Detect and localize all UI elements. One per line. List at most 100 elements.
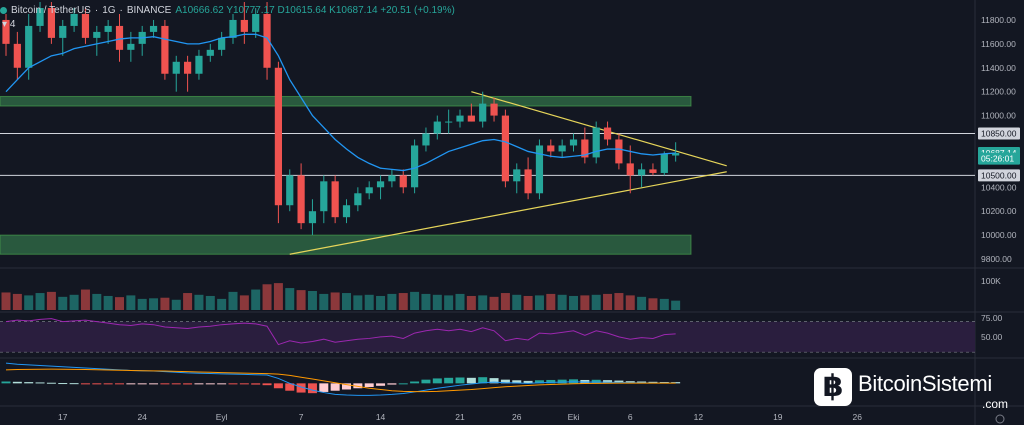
macd-histogram-bar <box>149 383 159 385</box>
time-tick-label: 26 <box>512 412 522 422</box>
volume-bar <box>262 284 272 310</box>
volume-bar <box>330 292 340 310</box>
candle-body <box>127 43 135 50</box>
candle-body <box>25 25 33 68</box>
price-label-box <box>978 127 1020 140</box>
candle-body <box>513 169 521 182</box>
macd-histogram-bar <box>478 377 488 384</box>
volume-bar <box>342 293 351 310</box>
volume-bar <box>171 299 181 310</box>
volume-bar <box>239 295 249 310</box>
candle-body <box>286 175 294 206</box>
macd-histogram-bar <box>115 383 124 385</box>
macd-histogram-bar <box>205 383 215 385</box>
macd-histogram-bar <box>376 383 386 386</box>
volume-bar <box>35 293 45 310</box>
candle-body <box>445 121 453 123</box>
time-tick-label: 6 <box>628 412 633 422</box>
volume-bar <box>126 295 136 310</box>
macd-histogram-bar <box>364 383 374 388</box>
candle-body <box>558 145 566 152</box>
macd-histogram-bar <box>353 383 363 389</box>
volume-bar <box>534 295 544 310</box>
macd-histogram-bar <box>432 378 442 384</box>
macd-histogram-bar <box>534 380 544 384</box>
macd-histogram-bar <box>455 377 465 384</box>
candle-body <box>399 175 407 188</box>
macd-histogram-bar <box>251 383 261 385</box>
macd-histogram-bar <box>103 383 113 385</box>
indicator-count[interactable]: ▾ 4 <box>2 19 16 30</box>
volume-bar <box>648 298 658 310</box>
gear-icon[interactable] <box>995 414 1005 424</box>
volume-bar <box>228 291 238 310</box>
macd-histogram-bar <box>12 381 22 384</box>
volume-bar <box>557 294 567 310</box>
macd-histogram-bar <box>46 382 56 384</box>
candle-body <box>93 31 101 38</box>
volume-bar <box>659 298 669 310</box>
volume-bar <box>307 291 317 310</box>
volume-bar <box>92 293 102 310</box>
time-tick-label: 17 <box>58 412 68 422</box>
volume-bar <box>569 295 578 310</box>
volume-bar <box>251 289 261 310</box>
volume-bar <box>194 294 204 310</box>
candle-body <box>615 139 623 164</box>
macd-histogram-bar <box>557 379 567 384</box>
volume-bar <box>205 295 215 310</box>
candle-body <box>115 25 124 50</box>
volume-bar <box>387 293 397 310</box>
volume-bar <box>489 296 499 310</box>
rsi-tick-label: 50.00 <box>981 332 1003 342</box>
macd-histogram-bar <box>296 383 306 393</box>
macd-histogram-bar <box>262 383 272 386</box>
time-tick-label: 7 <box>299 412 304 422</box>
candle-body <box>70 13 78 26</box>
macd-histogram-bar <box>489 378 499 384</box>
volume-bar <box>296 290 306 310</box>
price-tick-label: 11000.00 <box>981 111 1016 121</box>
macd-histogram-bar <box>421 379 431 384</box>
candle-body <box>535 145 544 194</box>
candle-body <box>501 115 509 182</box>
candle-body <box>354 193 362 206</box>
volume-bar <box>24 295 34 310</box>
macd-histogram-bar <box>512 380 522 384</box>
candle-body <box>479 103 487 122</box>
candle-body <box>411 145 419 188</box>
macd-histogram-bar <box>228 383 238 385</box>
candle-body <box>104 25 112 32</box>
volume-bar <box>512 294 522 310</box>
macd-histogram-bar <box>35 382 45 384</box>
volume-bar <box>580 295 590 310</box>
macd-histogram-bar <box>92 383 102 385</box>
candle-body <box>649 169 657 173</box>
volume-bar <box>319 293 329 310</box>
rsi-line <box>5 318 676 346</box>
bitcoin-logo-icon: ฿ <box>814 368 852 406</box>
time-tick-label: 21 <box>455 412 465 422</box>
logo-name: BitcoinSistemi <box>858 371 992 396</box>
candle-body <box>161 25 169 74</box>
candle-body <box>13 43 21 68</box>
moving-average-line <box>5 33 676 172</box>
price-label-text: 05:26:01 <box>981 154 1014 164</box>
candle-body <box>490 103 498 116</box>
symbol-name[interactable]: Bitcoin / TetherUS <box>11 4 91 16</box>
candle-body <box>320 181 328 212</box>
price-tick-label: 11200.00 <box>981 87 1016 97</box>
macd-histogram-bar <box>546 379 556 384</box>
macd-histogram-bar <box>160 383 170 385</box>
volume-bar <box>421 293 431 310</box>
candle-body <box>422 133 430 146</box>
macd-histogram-bar <box>194 383 204 385</box>
candle-body <box>547 145 555 152</box>
price-tick-label: 11800.00 <box>981 15 1016 25</box>
rsi-band <box>0 321 975 353</box>
interval-label[interactable]: 1G <box>102 4 116 16</box>
support-resistance-zone <box>0 234 692 255</box>
time-tick-label: 26 <box>853 412 863 422</box>
macd-histogram-bar <box>466 377 476 384</box>
